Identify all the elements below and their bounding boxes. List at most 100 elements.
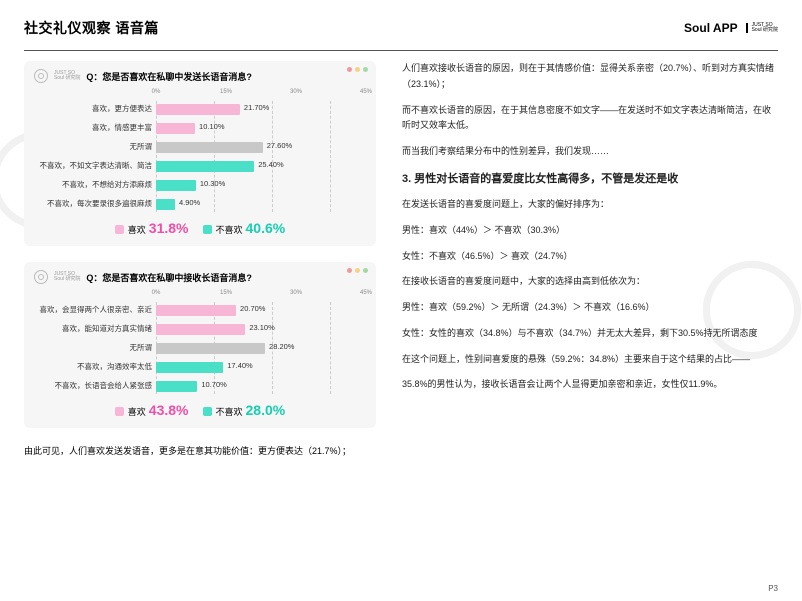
axis-tick: 30% xyxy=(290,89,302,95)
chart-logo-icon xyxy=(34,69,48,83)
legend-dislike: 不喜欢40.6% xyxy=(203,220,286,236)
bar xyxy=(156,104,240,115)
bar-track: 10.70% xyxy=(156,381,330,392)
bar-value: 10.70% xyxy=(201,380,226,389)
bar-value: 10.30% xyxy=(200,179,225,188)
legend-dislike-pct: 28.0% xyxy=(246,402,286,418)
bar-track: 17.40% xyxy=(156,362,330,373)
brand: Soul APP JUST SO Soul 研究院 xyxy=(684,21,778,35)
bar-row: 喜欢，会显得两个人很亲密、亲近 20.70% xyxy=(34,302,366,318)
bar-track: 4.90% xyxy=(156,199,330,210)
swatch-dislike xyxy=(203,407,212,416)
chart-head: JUST SO Soul 研究院 Q：您是否喜欢在私聊中发送长语音消息? xyxy=(34,69,366,83)
bar xyxy=(156,123,195,134)
legend-dislike-label: 不喜欢 xyxy=(216,407,243,417)
bar-row: 不喜欢，沟通效率太低 17.40% xyxy=(34,359,366,375)
legend-like-label: 喜欢 xyxy=(128,225,146,235)
para: 女性：不喜欢（46.5%）＞ 喜欢（24.7%） xyxy=(402,249,778,265)
dot-yellow xyxy=(355,268,360,273)
bar-value: 20.70% xyxy=(240,304,265,313)
chart-question: Q：您是否喜欢在私聊中发送长语音消息? xyxy=(86,70,252,83)
chart-receive: JUST SO Soul 研究院 Q：您是否喜欢在私聊中接收长语音消息? 0% 1… xyxy=(24,262,376,428)
chart-question: Q：您是否喜欢在私聊中接收长语音消息? xyxy=(86,271,252,284)
chart-sub-2: Soul 研究院 xyxy=(54,75,80,81)
para: 在接收长语音的喜爱度问题中，大家的选择由高到低依次为： xyxy=(402,274,778,290)
bar-row: 喜欢，能知道对方真实情绪23.10% xyxy=(34,321,366,337)
page: 社交礼仪观察 语音篇 Soul APP JUST SO Soul 研究院 xyxy=(0,0,802,601)
bar-value: 4.90% xyxy=(179,198,200,207)
left-footnote: 由此可见，人们喜欢发送发语音，更多是在意其功能价值：更方便表达（21.7%）； xyxy=(24,444,376,459)
bar-row: 不喜欢，不想给对方添麻烦 10.30% xyxy=(34,177,366,193)
bar xyxy=(156,381,197,392)
legend-like-pct: 31.8% xyxy=(149,220,189,236)
bar xyxy=(156,142,263,153)
dot-red xyxy=(347,268,352,273)
divider xyxy=(24,50,778,51)
bar-track: 28.20% xyxy=(156,343,330,354)
bar-label: 不喜欢，长语音会给人紧张感 xyxy=(34,382,156,390)
chart-axis: 0%15%30%45% xyxy=(156,290,366,300)
bar-label: 喜欢，更方便表达 xyxy=(34,105,156,113)
bar xyxy=(156,199,175,210)
axis-tick: 45% xyxy=(360,89,372,95)
para: 而不喜欢长语音的原因，在于其信息密度不如文字——在发送时不如文字表达清晰简洁，在… xyxy=(402,103,778,135)
chart-sub: JUST SO Soul 研究院 xyxy=(54,272,80,282)
swatch-dislike xyxy=(203,225,212,234)
bar-label: 喜欢，能知道对方真实情绪 xyxy=(34,325,156,333)
bar-label: 不喜欢，每次要录很多遍很麻烦 xyxy=(34,200,156,208)
legend-dislike-label: 不喜欢 xyxy=(216,225,243,235)
para: 在这个问题上，性别间喜爱度的悬殊（59.2%：34.8%）主要来自于这个结果的占… xyxy=(402,352,778,368)
axis-tick: 15% xyxy=(220,89,232,95)
dot-green xyxy=(363,268,368,273)
legend-like: 喜欢43.8% xyxy=(115,402,189,418)
bar-track: 10.10% xyxy=(156,123,330,134)
bar-value: 27.60% xyxy=(267,141,292,150)
legend-like-pct: 43.8% xyxy=(149,402,189,418)
bar-label: 无所谓 xyxy=(34,143,156,151)
bar xyxy=(156,161,254,172)
page-number: P3 xyxy=(768,584,778,593)
brand-sub-2: Soul 研究院 xyxy=(752,28,778,33)
bar-value: 10.10% xyxy=(199,122,224,131)
swatch-like xyxy=(115,407,124,416)
bar-label: 喜欢，会显得两个人很亲密、亲近 xyxy=(34,306,156,314)
dot-green xyxy=(363,67,368,72)
para: 而当我们考察结果分布中的性别差异，我们发现…… xyxy=(402,144,778,160)
bar-track: 27.60% xyxy=(156,142,330,153)
para: 在发送长语音的喜爱度问题上，大家的偏好排序为： xyxy=(402,197,778,213)
bar-label: 不喜欢，不想给对方添麻烦 xyxy=(34,181,156,189)
left-column: JUST SO Soul 研究院 Q：您是否喜欢在私聊中发送长语音消息? 0% 1… xyxy=(24,61,376,459)
chart-bars: 喜欢，更方便表达21.70%喜欢，情感更丰富10.10%无所谓27.60%不喜欢… xyxy=(34,101,366,212)
chart-head: JUST SO Soul 研究院 Q：您是否喜欢在私聊中接收长语音消息? xyxy=(34,270,366,284)
chart-sub: JUST SO Soul 研究院 xyxy=(54,71,80,81)
bar-value: 21.70% xyxy=(244,103,269,112)
bar-label: 不喜欢，沟通效率太低 xyxy=(34,363,156,371)
para: 35.8%的男性认为，接收长语音会让两个人显得更加亲密和亲近，女性仅11.9%。 xyxy=(402,377,778,393)
chart-logo-icon xyxy=(34,270,48,284)
bar-row: 不喜欢，每次要录很多遍很麻烦 4.90% xyxy=(34,196,366,212)
chart-sub-2: Soul 研究院 xyxy=(54,276,80,282)
legend-like: 喜欢31.8% xyxy=(115,220,189,236)
dot-yellow xyxy=(355,67,360,72)
header: 社交礼仪观察 语音篇 Soul APP JUST SO Soul 研究院 xyxy=(24,18,778,38)
bar-row: 喜欢，更方便表达 21.70% xyxy=(34,101,366,117)
legend-like-label: 喜欢 xyxy=(128,407,146,417)
axis-tick: 30% xyxy=(290,290,302,296)
window-dots xyxy=(347,67,368,72)
brand-main: Soul APP xyxy=(684,21,738,35)
chart-send: JUST SO Soul 研究院 Q：您是否喜欢在私聊中发送长语音消息? 0% 1… xyxy=(24,61,376,246)
chart-axis: 0%15%30%45% xyxy=(156,89,366,99)
chart-legend: 喜欢31.8% 不喜欢40.6% xyxy=(34,220,366,236)
axis-tick: 15% xyxy=(220,290,232,296)
bar-row: 不喜欢，长语音会给人紧张感 10.70% xyxy=(34,378,366,394)
para: 女性：女性的喜欢（34.8%）与不喜欢（34.7%）并无太大差异，剩下30.5%… xyxy=(402,326,778,342)
axis-tick: 0% xyxy=(152,290,161,296)
brand-sub: JUST SO Soul 研究院 xyxy=(746,23,778,33)
page-title: 社交礼仪观察 语音篇 xyxy=(24,18,159,38)
dot-red xyxy=(347,67,352,72)
chart-bars: 喜欢，会显得两个人很亲密、亲近20.70%喜欢，能知道对方真实情绪23.10%无… xyxy=(34,302,366,394)
axis-tick: 0% xyxy=(152,89,161,95)
bar-value: 17.40% xyxy=(227,361,252,370)
bar-value: 28.20% xyxy=(269,342,294,351)
bar xyxy=(156,343,265,354)
